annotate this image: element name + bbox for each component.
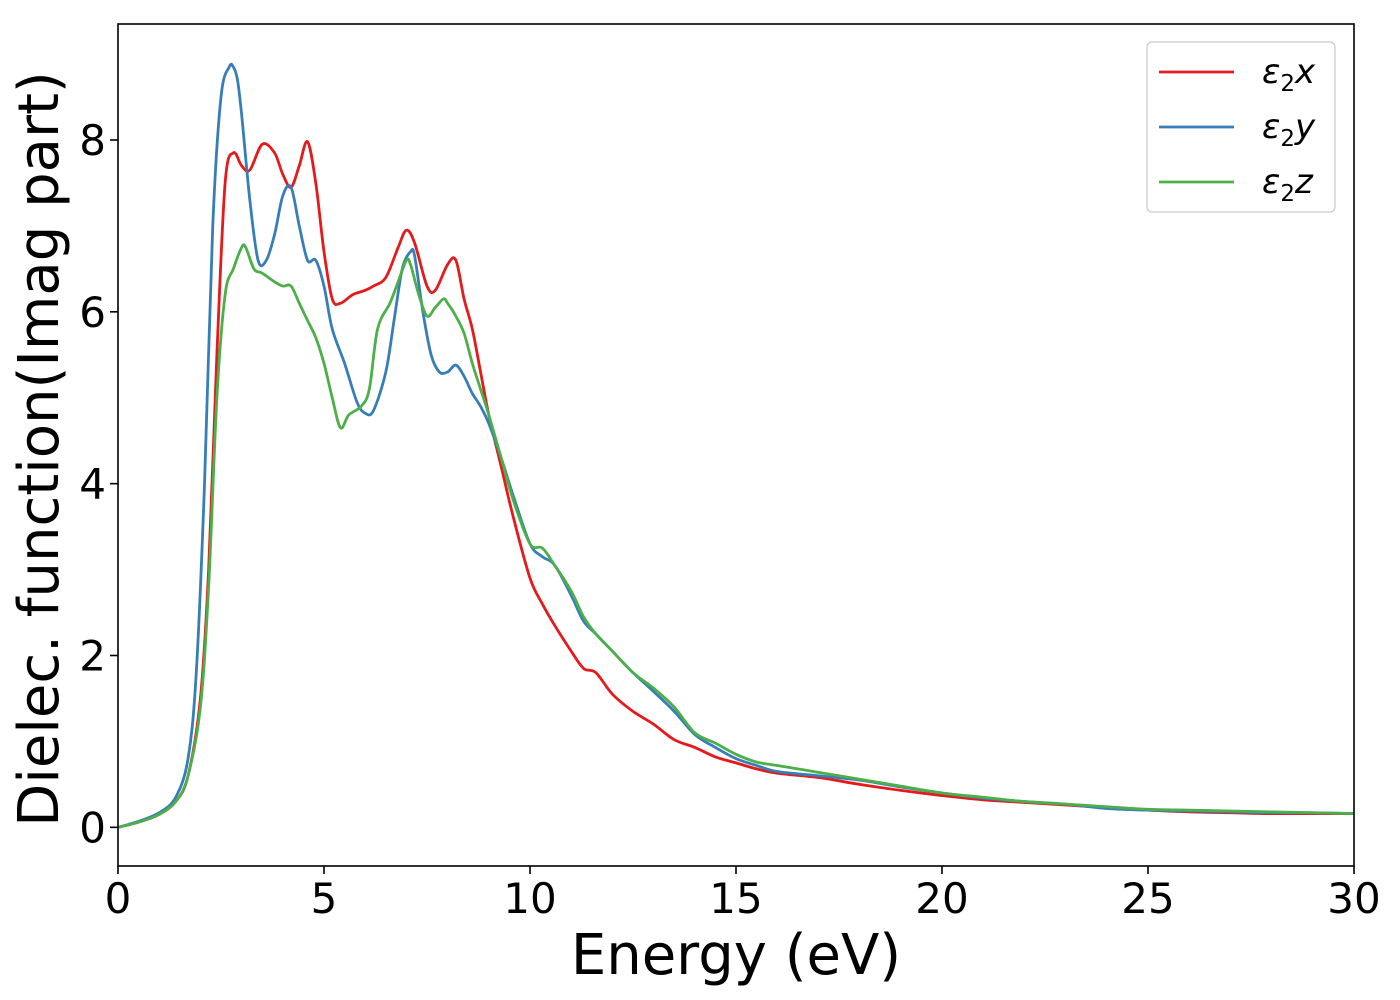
x-axis-title: Energy (eV) — [571, 923, 901, 988]
x-tick-label: 15 — [709, 874, 762, 923]
x-tick-label: 10 — [503, 874, 556, 923]
y-tick-label: 8 — [79, 116, 106, 165]
x-tick-label: 5 — [311, 874, 338, 923]
y-tick-label: 6 — [79, 288, 106, 337]
y-axis-title: Dielec. function(Imag part) — [7, 71, 72, 827]
legend-box — [1146, 41, 1336, 213]
legend-label-x: ε2x — [1262, 52, 1316, 97]
y-axis: 0 2 4 6 8 — [79, 116, 118, 852]
x-tick-label: 0 — [105, 874, 132, 923]
legend-label-y: ε2y — [1262, 107, 1316, 152]
legend-label-z: ε2z — [1262, 162, 1314, 207]
series-line-y — [118, 62, 1354, 829]
y-tick-label: 2 — [79, 632, 106, 681]
x-tick-label: 30 — [1327, 874, 1380, 923]
series-line-z — [118, 243, 1354, 829]
y-tick-label: 4 — [79, 460, 106, 509]
legend: ε2x ε2y ε2z — [1146, 41, 1336, 213]
series-line-x — [118, 140, 1354, 829]
x-axis: 0 5 10 15 20 25 30 — [105, 866, 1381, 923]
x-tick-label: 20 — [915, 874, 968, 923]
series-group — [118, 62, 1354, 829]
y-tick-label: 0 — [79, 803, 106, 852]
x-tick-label: 25 — [1121, 874, 1174, 923]
